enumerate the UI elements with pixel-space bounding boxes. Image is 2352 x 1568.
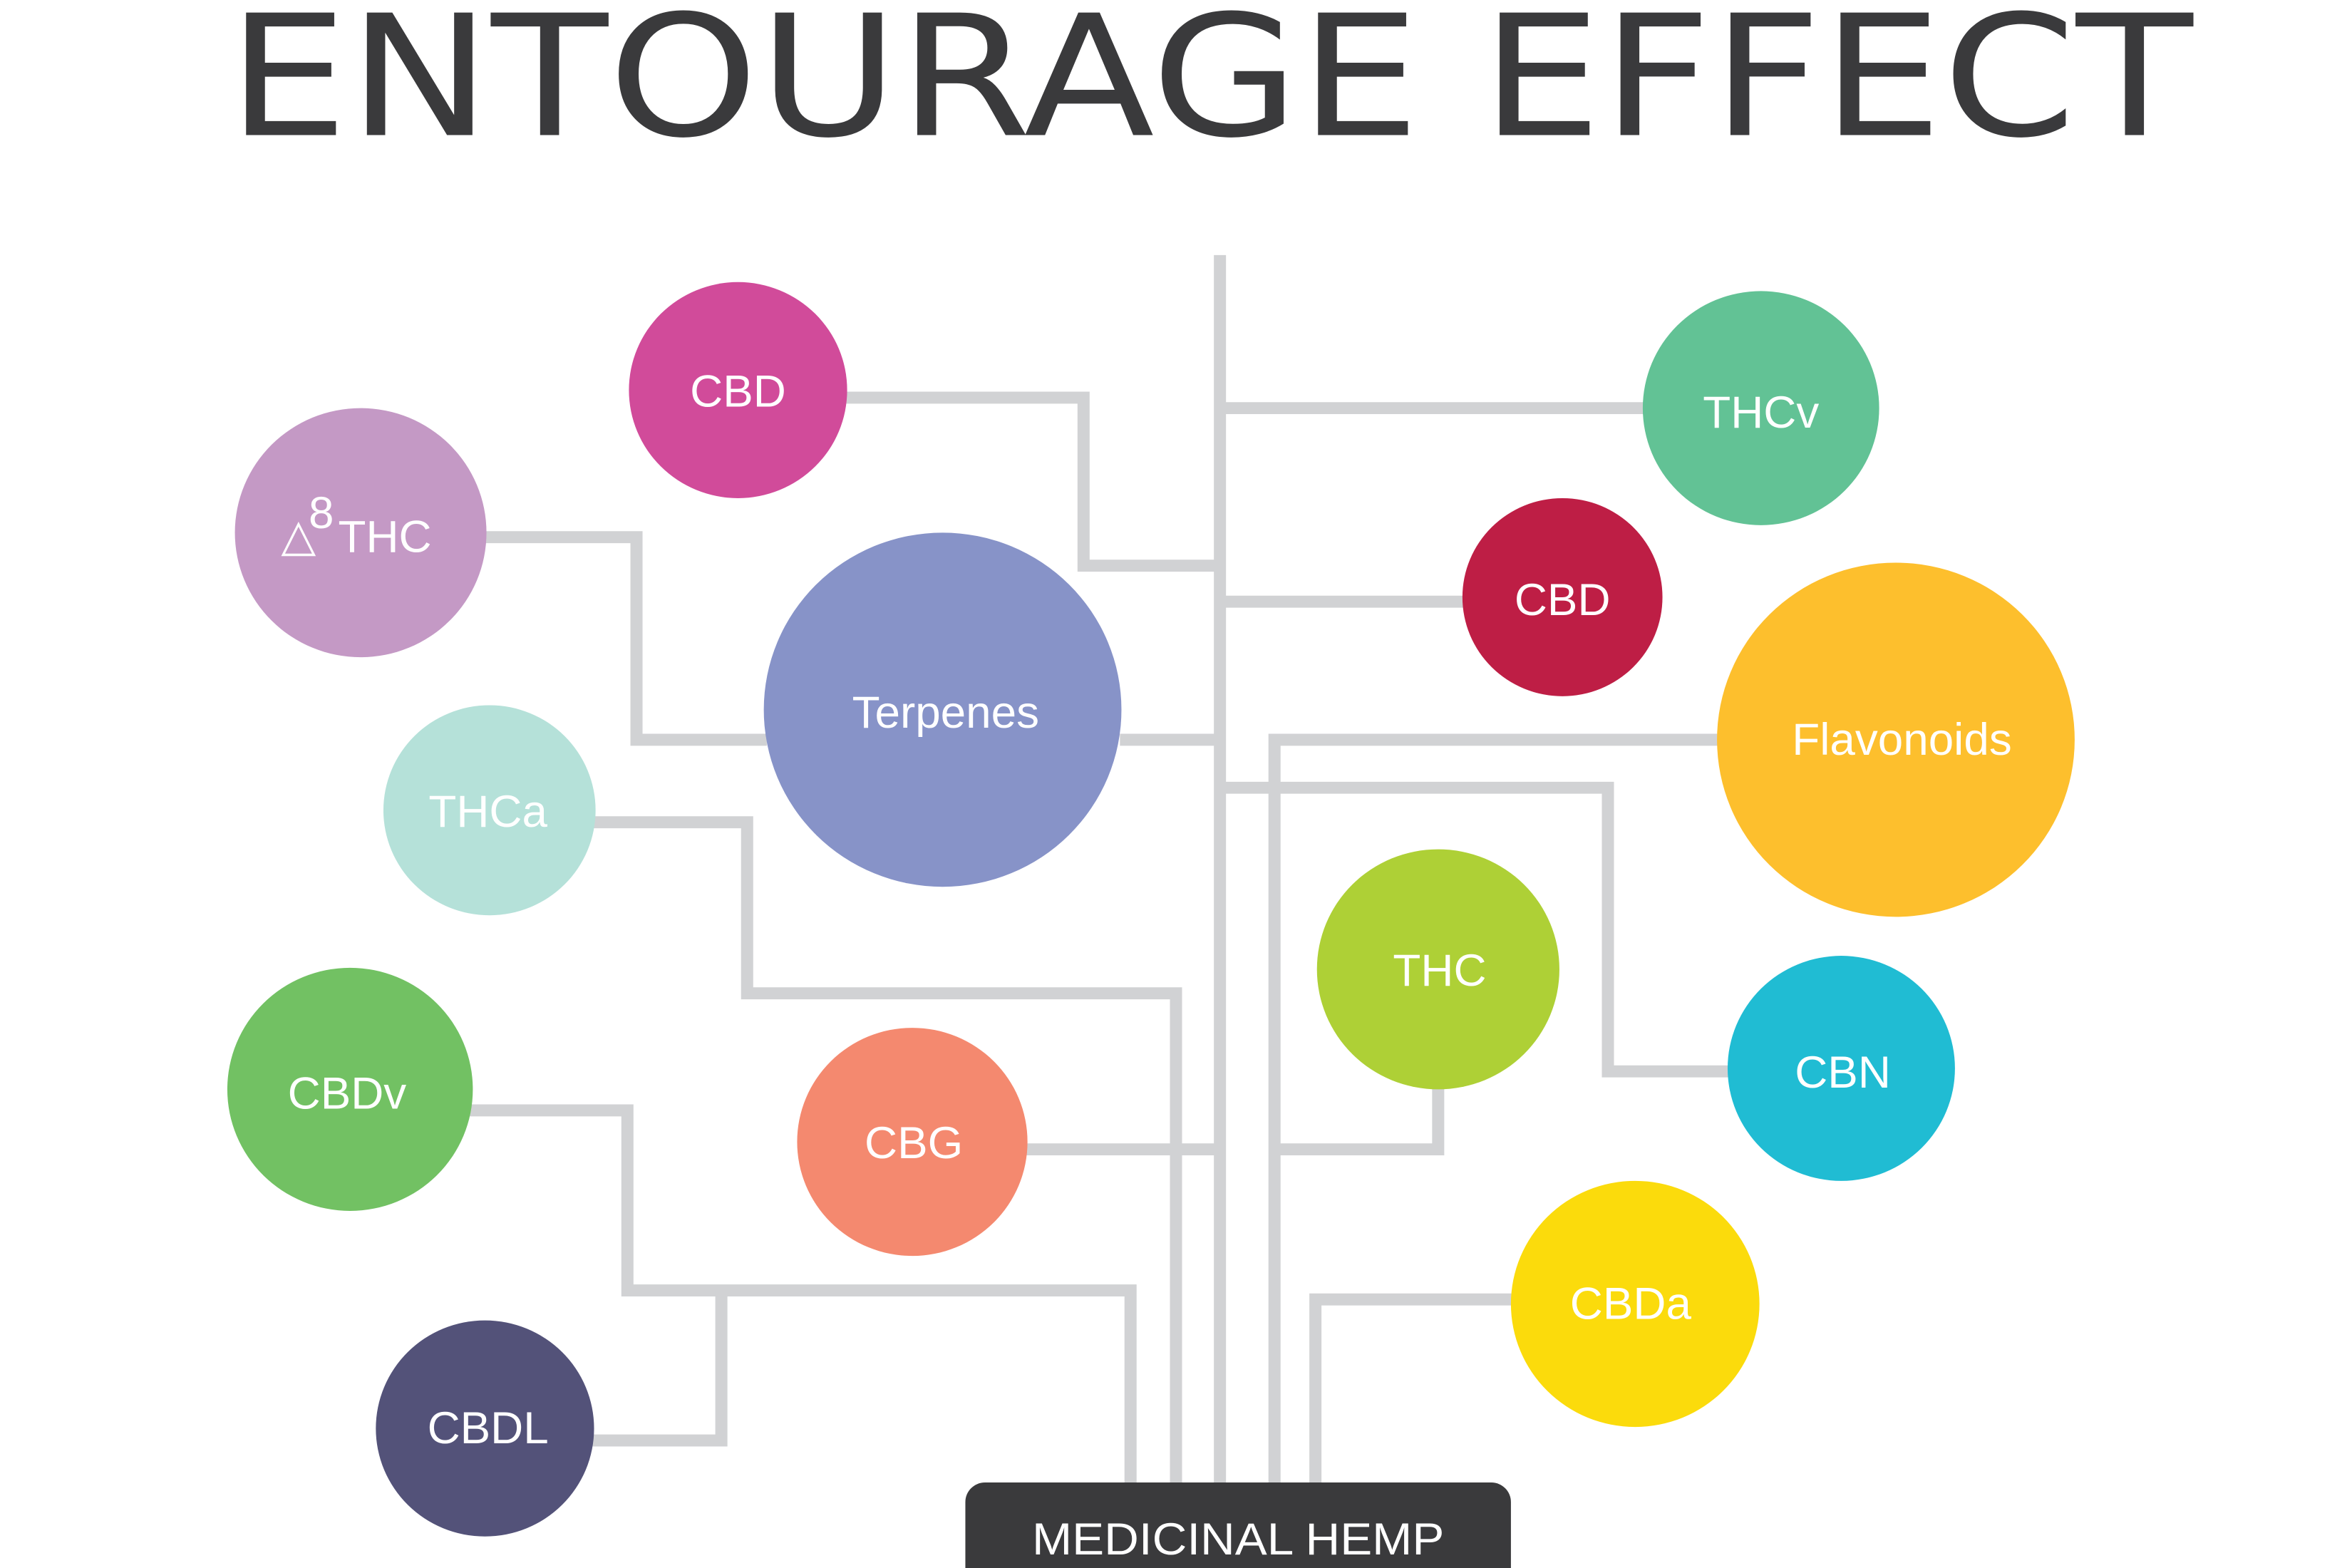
node-cbd-red: CBD: [1462, 497, 1663, 696]
node-circle: [1316, 849, 1559, 1090]
node-circle: [1717, 562, 2075, 917]
node-label: THCa: [428, 787, 547, 837]
node-label: CBDa: [1570, 1279, 1692, 1329]
node-label: THCv: [1703, 388, 1819, 438]
node-cbda: CBDa: [1510, 1180, 1760, 1428]
node-circle: [1642, 291, 1879, 525]
node-circle: [1727, 956, 1955, 1181]
node-label: CBD: [1515, 575, 1611, 625]
node-label: Terpenes: [852, 688, 1039, 738]
node-label: THC: [1393, 946, 1486, 996]
superscript: 8: [309, 488, 334, 538]
node-cbn: CBN: [1727, 956, 1955, 1181]
node-circle: [376, 1320, 594, 1537]
node-circle: [797, 1028, 1028, 1257]
connector-cbn: [1219, 781, 1731, 1078]
root-box: [965, 1482, 1511, 1568]
node-label: CBN: [1795, 1048, 1891, 1098]
node-thcv: THCv: [1642, 291, 1879, 525]
node-label: CBG: [865, 1118, 963, 1168]
node-flavonoids: Flavonoids: [1717, 562, 2075, 917]
node-cbdv: CBDv: [227, 967, 473, 1211]
node-cbdl: CBDL: [376, 1320, 594, 1537]
node-cbd-top: CBD: [629, 282, 847, 498]
node-circle: [1462, 497, 1663, 696]
connector-thc: [1274, 1086, 1445, 1156]
connector-thca: [592, 816, 1182, 1486]
node-label: Flavonoids: [1792, 715, 2011, 765]
connector-cbda: [1309, 1293, 1513, 1486]
connector-cbdl: [592, 1290, 728, 1447]
node-circle: [763, 532, 1122, 887]
root-label: MEDICINAL HEMP: [1032, 1515, 1444, 1564]
connector-cbd-top: [845, 391, 1220, 572]
node-cbg: CBG: [797, 1028, 1028, 1257]
node-label: CBDv: [288, 1069, 407, 1119]
node-thc: THC: [1316, 849, 1559, 1090]
page-title: ENTOURAGE EFFECT: [227, 0, 2194, 175]
node-circle: [1510, 1180, 1760, 1428]
root-medicinal-hemp: MEDICINAL HEMP: [965, 1482, 1511, 1568]
node-thca: THCa: [383, 705, 596, 916]
node-circle: [227, 967, 473, 1211]
connector-flavonoids: [1268, 733, 1719, 1486]
connector-delta8-thc: [483, 531, 767, 746]
node-label: THC: [339, 512, 432, 562]
node-delta8-thc: △ 8 THC: [234, 408, 487, 658]
delta-icon: △: [281, 511, 316, 561]
node-circle: [234, 408, 487, 658]
node-terpenes: Terpenes: [763, 532, 1122, 887]
node-circle: [629, 282, 847, 498]
node-label: CBDL: [428, 1403, 549, 1453]
node-circle: [383, 705, 596, 916]
connector-cbdv: [470, 1104, 1137, 1486]
connectors: [470, 254, 1731, 1486]
node-label: CBD: [690, 367, 786, 417]
